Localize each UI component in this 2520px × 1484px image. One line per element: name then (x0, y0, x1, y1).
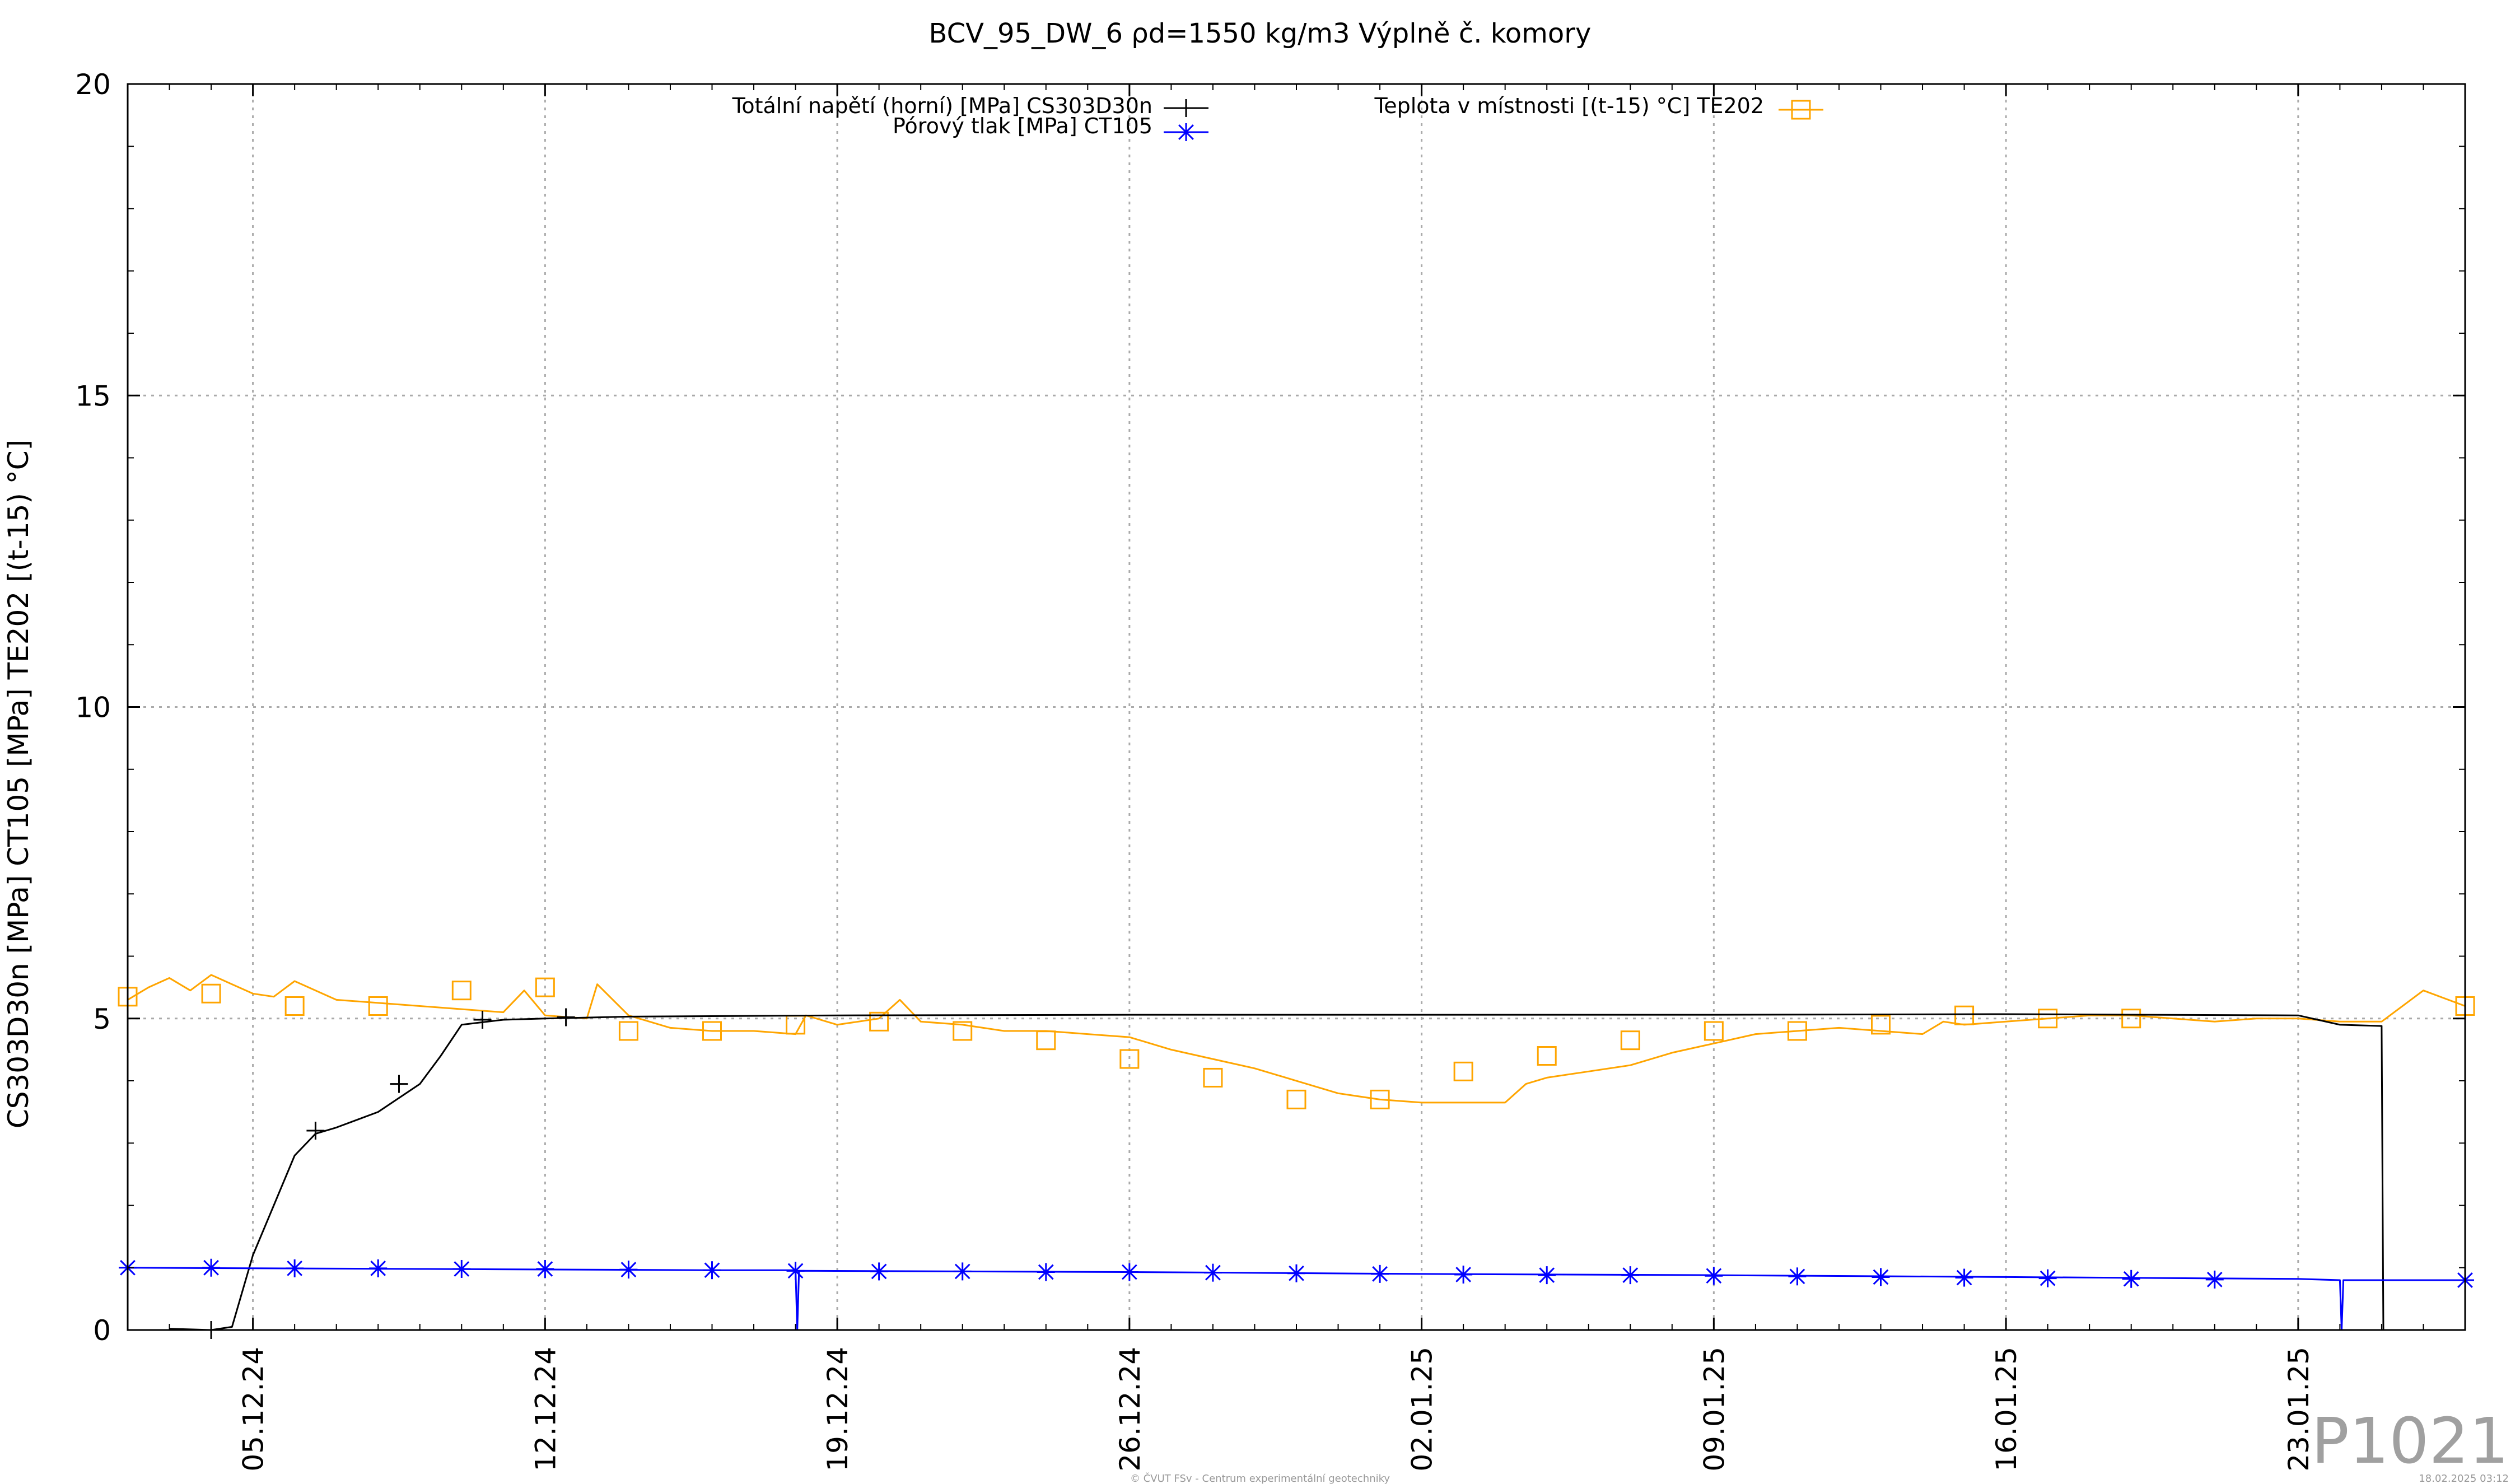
square-marker (1620, 1030, 1640, 1051)
star-marker (1454, 1265, 1473, 1284)
star-marker (1955, 1268, 1973, 1287)
plus-marker (1177, 99, 1195, 117)
plus-marker (306, 1122, 325, 1140)
legend-label: Teplota v místnosti [(t-15) °C] TE202 (1374, 94, 1764, 118)
watermark: P1021 (2311, 1405, 2509, 1478)
square-marker (1036, 1030, 1056, 1051)
star-marker (1538, 1266, 1556, 1285)
x-tick-label: 12.12.24 (529, 1347, 562, 1472)
star-marker (703, 1261, 721, 1280)
square-marker (702, 1021, 722, 1041)
square-marker (284, 996, 305, 1016)
square-marker (1954, 1005, 1975, 1025)
square-marker (618, 1021, 638, 1041)
x-tick-label: 26.12.24 (1114, 1347, 1146, 1472)
x-tick-label: 02.01.25 (1406, 1347, 1439, 1472)
chart-title: BCV_95_DW_6 ρd=1550 kg/m3 Výplně č. komo… (929, 18, 1592, 49)
square-marker (953, 1021, 973, 1041)
square-marker (1787, 1021, 1807, 1041)
star-marker (1872, 1268, 1890, 1286)
star-marker (786, 1262, 805, 1280)
star-marker (1177, 123, 1195, 141)
x-tick-label: 09.01.25 (1698, 1347, 1730, 1472)
series-plus (169, 1008, 2384, 1339)
x-tick-label: 05.12.24 (237, 1347, 270, 1472)
star-marker (1371, 1264, 1389, 1283)
footer-timestamp: 18.02.2025 03:12 (2419, 1473, 2509, 1484)
star-marker (870, 1262, 888, 1281)
square-marker (2038, 1009, 2058, 1029)
square-marker (535, 977, 555, 997)
series-square (118, 974, 2475, 1109)
square-marker (1704, 1021, 1724, 1041)
star-marker (1621, 1266, 1640, 1285)
y-tick-label: 15 (75, 380, 111, 412)
star-marker (1120, 1263, 1138, 1281)
square-marker (1453, 1061, 1473, 1081)
star-marker (619, 1261, 638, 1279)
series-line (127, 1267, 2465, 1331)
series-star (119, 1258, 2474, 1331)
square-marker (201, 983, 221, 1004)
square-marker (1203, 1067, 1223, 1088)
square-marker (368, 996, 388, 1016)
square-marker (1871, 1015, 1891, 1035)
star-marker (202, 1258, 221, 1277)
grid (128, 84, 2465, 1330)
y-tick-label: 0 (93, 1314, 111, 1347)
legend-label: Pórový tlak [MPa] CT105 (893, 114, 1152, 138)
star-marker (1788, 1267, 1807, 1286)
star-marker (2205, 1270, 2224, 1289)
star-marker (1287, 1264, 1305, 1282)
star-marker (2038, 1269, 2057, 1287)
x-tick-label: 23.01.25 (2283, 1347, 2315, 1472)
star-marker (1203, 1263, 1222, 1282)
plus-marker (557, 1008, 575, 1026)
legend: Totální napětí (horní) [MPa] CS303D30nPó… (732, 94, 1823, 141)
plus-marker (473, 1010, 492, 1029)
square-marker (1370, 1089, 1390, 1109)
y-tick-label: 5 (93, 1003, 111, 1035)
square-marker (451, 981, 472, 1001)
star-marker (536, 1259, 554, 1278)
square-marker (1537, 1046, 1557, 1066)
square-marker (1119, 1049, 1140, 1069)
series-line (127, 974, 2466, 1104)
star-marker (1705, 1267, 1723, 1285)
star-marker (1037, 1263, 1055, 1281)
footer-copyright: © ČVUT FSv - Centrum experimentální geot… (1130, 1472, 1390, 1484)
star-marker (452, 1259, 471, 1278)
square-marker (1286, 1089, 1306, 1109)
star-marker (369, 1259, 388, 1277)
square-marker (1791, 100, 1811, 120)
legend-label: Totální napětí (horní) [MPa] CS303D30n (732, 94, 1152, 118)
x-tick-label: 16.01.25 (1990, 1347, 2023, 1472)
star-marker (2122, 1270, 2140, 1288)
square-marker (2121, 1009, 2141, 1029)
star-marker (953, 1262, 972, 1281)
y-axis-label: CS303D30n [MPa] CT105 [MPa] TE202 [(t-15… (2, 440, 35, 1128)
y-tick-label: 20 (75, 68, 111, 101)
square-marker (869, 1011, 889, 1032)
series-layer (118, 974, 2475, 1339)
y-tick-label: 10 (75, 692, 111, 724)
plus-marker (390, 1075, 408, 1093)
x-tick-label: 19.12.24 (822, 1347, 854, 1472)
star-marker (286, 1259, 304, 1277)
axis-ticks: 0 5 10 15 20 05.12.24 12.12.24 19.12.24 26.12.24… (75, 68, 2465, 1472)
